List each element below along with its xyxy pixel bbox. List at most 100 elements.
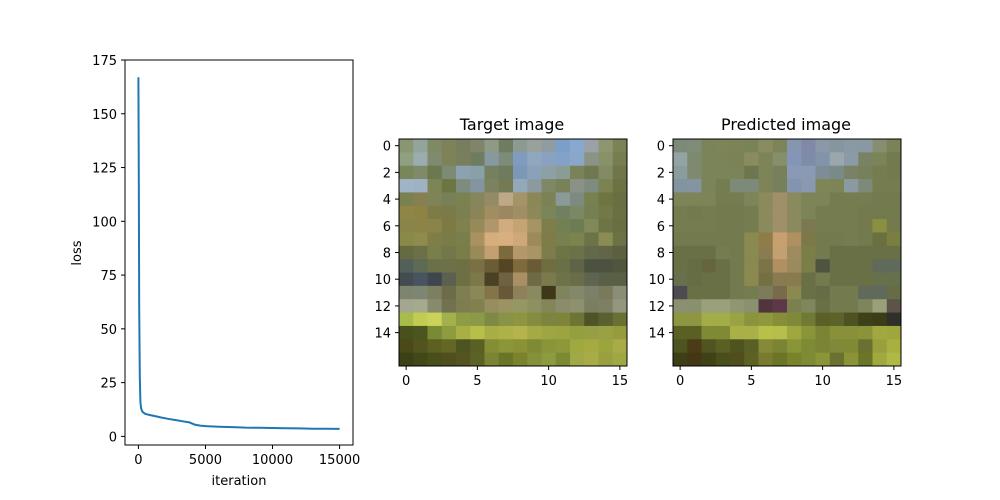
predicted-image-pixel — [673, 245, 688, 260]
target-image-pixel — [584, 219, 599, 233]
target-image-pixel — [527, 285, 542, 300]
loss-x-tick-label: 5000 — [189, 453, 222, 468]
predicted-image-pixel — [801, 165, 816, 180]
predicted-image-pixel — [886, 272, 902, 287]
target-image-pixel — [527, 165, 542, 180]
target-image-pixel — [541, 152, 557, 167]
target-image-pixel — [541, 139, 557, 153]
predicted-image-pixel — [787, 299, 802, 313]
target-image-pixel — [513, 272, 528, 287]
predicted-image-pixel — [815, 325, 831, 340]
loss-line-layer — [137, 77, 340, 430]
target-image-pixel — [470, 139, 485, 153]
target-image-y-tick-label: 2 — [383, 166, 391, 181]
target-image-pixel — [456, 285, 471, 300]
target-image-pixel — [612, 152, 628, 167]
predicted-image-pixel — [858, 272, 873, 287]
predicted-image-pixel — [872, 325, 888, 340]
target-image-pixel — [513, 325, 528, 340]
predicted-image-pixel — [829, 139, 845, 153]
predicted-image-pixels — [673, 139, 902, 367]
target-image-pixel — [413, 192, 428, 207]
predicted-image-pixel — [801, 272, 816, 287]
loss-y-tick-label: 0 — [109, 430, 117, 445]
target-image-pixel — [541, 165, 557, 180]
predicted-image-x-tick-label: 15 — [886, 374, 903, 389]
predicted-image-pixel — [801, 219, 816, 233]
predicted-image-pixel — [715, 139, 731, 153]
predicted-image-pixel — [673, 285, 688, 300]
target-image-pixel — [470, 205, 485, 220]
predicted-image-pixel — [815, 299, 831, 313]
target-image-pixel — [456, 165, 471, 180]
target-image-pixel — [527, 259, 542, 273]
predicted-image-pixel — [715, 179, 731, 193]
target-image-pixel — [399, 152, 414, 167]
predicted-image-pixel — [673, 205, 688, 220]
target-image-pixel — [498, 312, 514, 327]
predicted-image-pixel — [872, 285, 888, 300]
predicted-image-pixel — [772, 312, 788, 327]
target-image-pixel — [456, 352, 471, 367]
predicted-image-pixel — [844, 219, 859, 233]
target-image-pixel — [555, 325, 571, 340]
predicted-image-pixel — [829, 259, 845, 273]
predicted-image-pixel — [801, 232, 816, 247]
target-image-pixel — [470, 232, 485, 247]
target-image-pixel — [399, 179, 414, 193]
predicted-image-pixel — [687, 352, 702, 367]
predicted-image-pixel — [730, 232, 745, 247]
target-image-pixel — [484, 179, 500, 193]
predicted-image-pixel — [815, 205, 831, 220]
target-image-pixel — [584, 152, 599, 167]
predicted-image-pixel — [673, 139, 688, 153]
target-image-pixel — [427, 165, 443, 180]
predicted-image-pixel — [858, 325, 873, 340]
predicted-image-pixel — [744, 299, 759, 313]
target-image-pixel — [584, 272, 599, 287]
target-image-pixel — [555, 232, 571, 247]
predicted-image-pixel — [886, 312, 902, 327]
target-image-pixel — [570, 245, 585, 260]
predicted-image-pixel — [829, 179, 845, 193]
target-image-pixel — [513, 205, 528, 220]
target-image-pixel — [555, 219, 571, 233]
target-image-y-tick-label: 4 — [383, 193, 391, 208]
predicted-image-pixel — [844, 339, 859, 354]
predicted-image-pixel — [829, 312, 845, 327]
predicted-image-pixel — [787, 325, 802, 340]
target-image-pixel — [456, 245, 471, 260]
target-image-pixel — [456, 205, 471, 220]
target-image-pixel — [427, 299, 443, 313]
target-image-pixel — [399, 165, 414, 180]
predicted-image-pixel — [829, 219, 845, 233]
target-image-pixel — [541, 285, 557, 300]
predicted-image-pixel — [787, 205, 802, 220]
target-image-y-tick-label: 6 — [383, 220, 391, 235]
target-image-pixel — [399, 205, 414, 220]
target-image-pixel — [456, 139, 471, 153]
predicted-image-pixel — [844, 205, 859, 220]
target-image-pixel — [456, 272, 471, 287]
target-image-pixel — [612, 139, 628, 153]
target-image-pixel — [555, 205, 571, 220]
target-image-pixel — [541, 219, 557, 233]
predicted-image-pixel — [844, 285, 859, 300]
predicted-image-pixel — [801, 152, 816, 167]
target-image-pixel — [427, 205, 443, 220]
target-image-pixel — [584, 339, 599, 354]
predicted-image-pixel — [772, 139, 788, 153]
predicted-image-pixel — [701, 192, 717, 207]
target-image-pixel — [484, 285, 500, 300]
target-image-pixel — [498, 219, 514, 233]
predicted-image-pixel — [701, 205, 717, 220]
predicted-image-pixel — [758, 192, 774, 207]
predicted-image-pixel — [744, 152, 759, 167]
predicted-image-pixel — [744, 325, 759, 340]
target-image-pixel — [527, 232, 542, 247]
target-image-pixel — [598, 165, 614, 180]
target-image-pixel — [399, 192, 414, 207]
target-image-pixel — [612, 205, 628, 220]
predicted-image-pixel — [787, 259, 802, 273]
